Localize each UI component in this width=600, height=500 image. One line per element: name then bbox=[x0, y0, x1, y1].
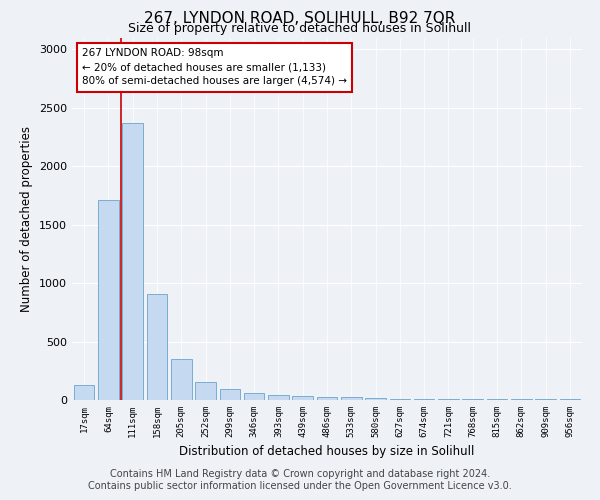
Bar bbox=[74, 385, 94, 400]
Bar bbox=[317, 397, 337, 400]
Bar bbox=[98, 200, 119, 400]
Bar bbox=[365, 398, 386, 400]
Text: Size of property relative to detached houses in Solihull: Size of property relative to detached ho… bbox=[128, 22, 472, 35]
Bar bbox=[220, 390, 240, 400]
Bar bbox=[268, 396, 289, 400]
Bar bbox=[195, 382, 216, 400]
Text: Contains HM Land Registry data © Crown copyright and database right 2024.
Contai: Contains HM Land Registry data © Crown c… bbox=[88, 470, 512, 491]
Bar bbox=[341, 397, 362, 400]
Bar bbox=[122, 123, 143, 400]
Bar bbox=[244, 393, 265, 400]
Bar bbox=[292, 396, 313, 400]
Text: 267, LYNDON ROAD, SOLIHULL, B92 7QR: 267, LYNDON ROAD, SOLIHULL, B92 7QR bbox=[145, 11, 455, 26]
Text: 267 LYNDON ROAD: 98sqm
← 20% of detached houses are smaller (1,133)
80% of semi-: 267 LYNDON ROAD: 98sqm ← 20% of detached… bbox=[82, 48, 347, 86]
X-axis label: Distribution of detached houses by size in Solihull: Distribution of detached houses by size … bbox=[179, 446, 475, 458]
Bar bbox=[171, 359, 191, 400]
Y-axis label: Number of detached properties: Number of detached properties bbox=[20, 126, 34, 312]
Bar bbox=[146, 294, 167, 400]
